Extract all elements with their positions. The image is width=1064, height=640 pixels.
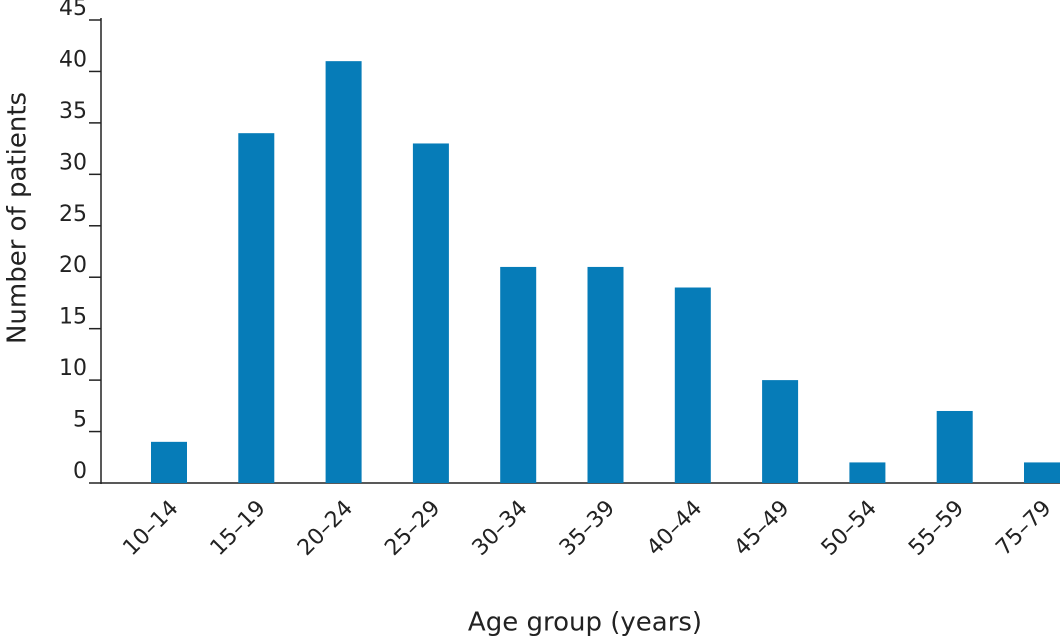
x-tick-label: 40–44 — [642, 496, 707, 561]
y-tick-label: 20 — [59, 253, 87, 278]
bar — [587, 266, 624, 483]
bar — [325, 61, 362, 484]
x-tick-label: 75–79 — [991, 496, 1056, 561]
y-axis-label: Number of patients — [3, 92, 33, 344]
bar — [936, 410, 973, 483]
bar — [151, 441, 187, 483]
bar — [1024, 462, 1060, 483]
x-tick-label: 55–59 — [904, 496, 969, 561]
bar — [412, 143, 449, 483]
y-tick-label: 35 — [59, 99, 87, 124]
bar — [238, 133, 275, 483]
bar — [762, 380, 799, 483]
x-tick-label: 20–24 — [293, 496, 358, 561]
bar — [849, 462, 886, 483]
x-tick-label: 30–34 — [468, 496, 533, 561]
y-tick-label: 5 — [73, 408, 87, 433]
x-tick-label: 35–39 — [555, 496, 620, 561]
y-tick-label: 0 — [73, 459, 87, 484]
x-tick-label: 50–54 — [817, 496, 882, 561]
y-tick-label: 40 — [59, 47, 87, 72]
y-tick-label: 25 — [59, 202, 87, 227]
x-tick-label: 25–29 — [380, 496, 445, 561]
bar — [500, 266, 537, 483]
x-tick-label: 15–19 — [206, 496, 271, 561]
y-tick-label: 45 — [59, 0, 87, 21]
y-tick-label: 30 — [59, 150, 87, 175]
x-tick-label: 45–49 — [730, 496, 795, 561]
y-tick-label: 15 — [59, 305, 87, 330]
x-tick-label: 10–14 — [118, 496, 183, 561]
bar — [674, 287, 711, 483]
x-axis-label: Age group (years) — [468, 608, 702, 638]
y-tick-label: 10 — [59, 356, 87, 381]
